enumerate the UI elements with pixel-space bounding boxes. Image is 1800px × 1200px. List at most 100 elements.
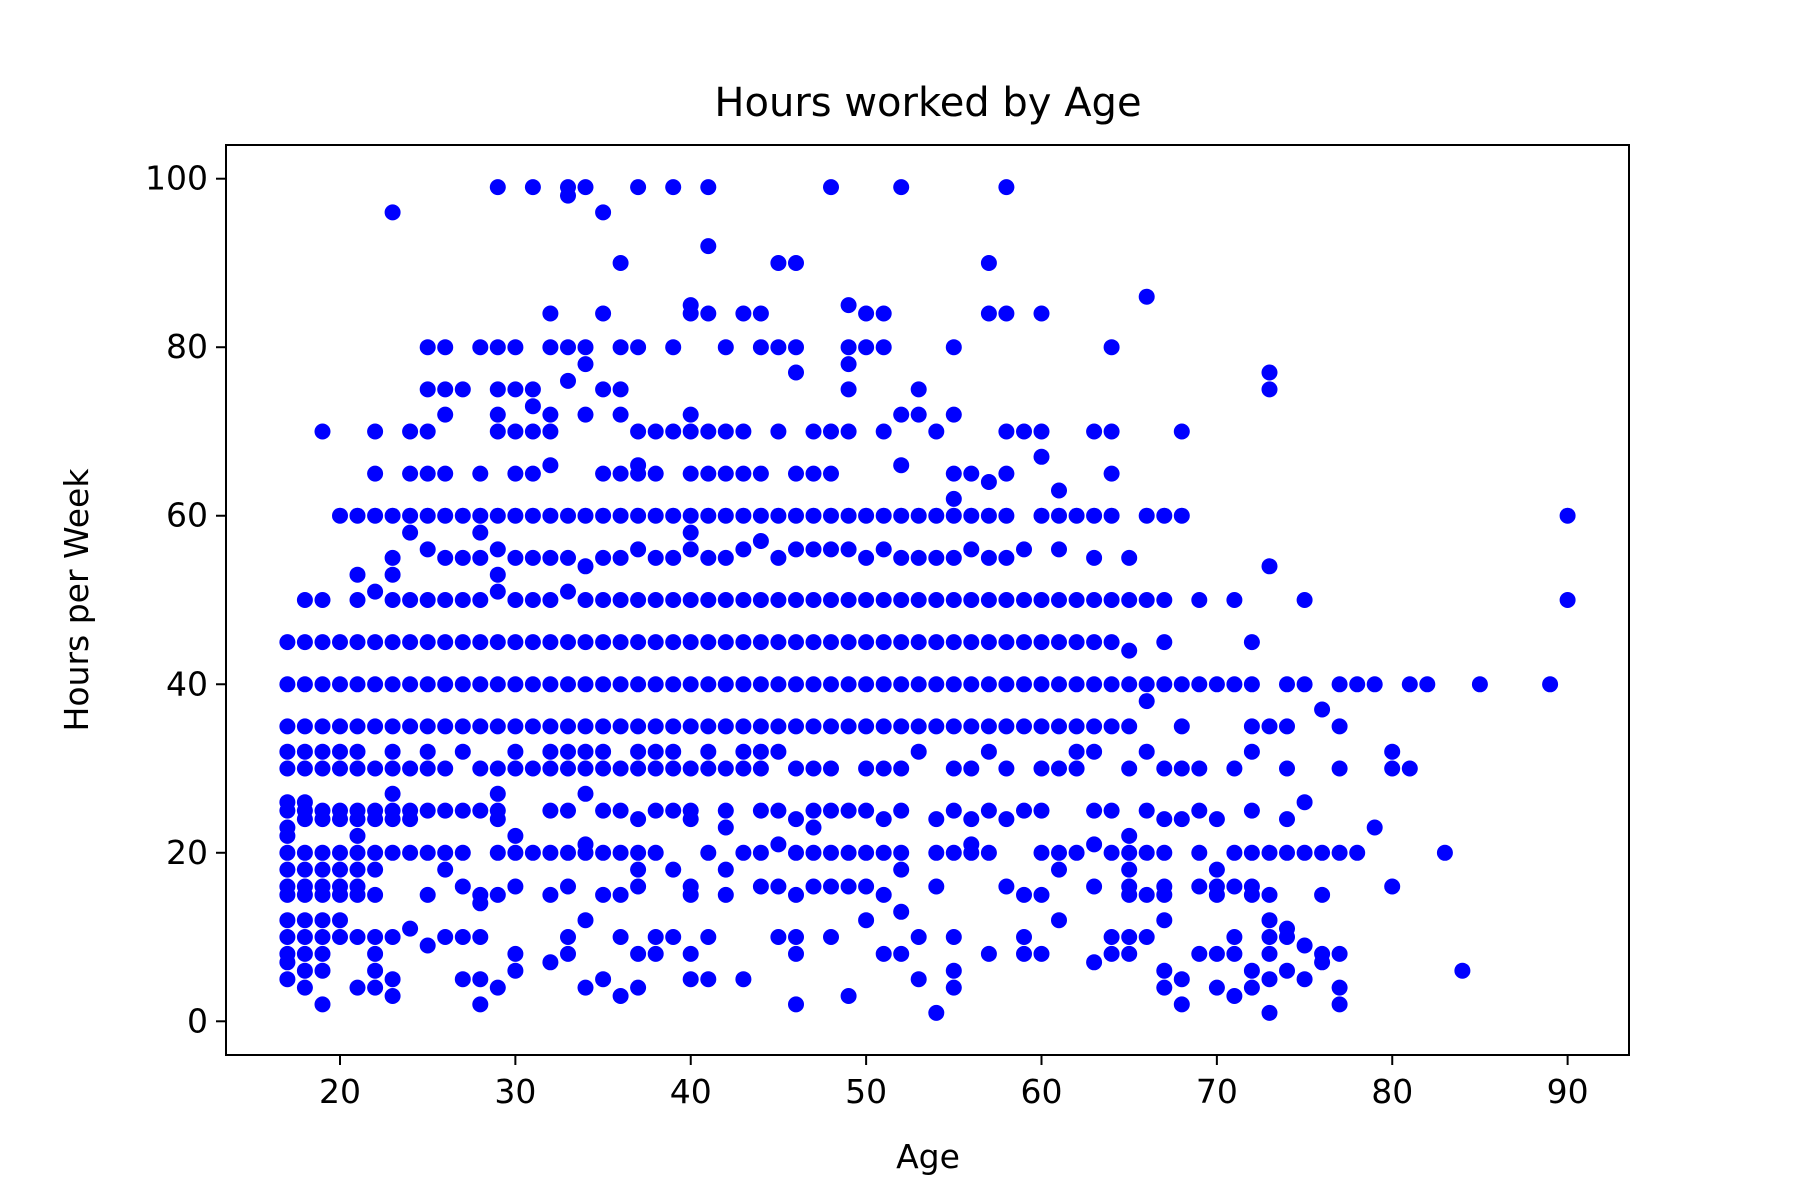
data-point: [402, 507, 419, 524]
data-point: [630, 861, 647, 878]
data-point: [560, 634, 576, 651]
data-point: [402, 465, 419, 482]
data-point: [367, 465, 384, 482]
data-point: [1016, 676, 1032, 693]
chart-title: Hours worked by Age: [714, 80, 1141, 126]
data-point: [1033, 634, 1050, 651]
data-point: [1033, 592, 1050, 608]
data-point: [612, 339, 629, 356]
data-point: [1103, 802, 1120, 819]
data-point: [612, 760, 629, 777]
data-point: [279, 886, 296, 903]
data-point: [1121, 549, 1138, 566]
data-point: [524, 179, 541, 196]
data-point: [507, 634, 524, 651]
data-point: [665, 179, 682, 196]
data-point: [314, 718, 331, 735]
data-point: [1016, 541, 1032, 558]
data-point: [384, 566, 401, 583]
data-point: [717, 549, 734, 566]
data-point: [1173, 423, 1190, 440]
data-point: [858, 592, 875, 608]
data-point: [945, 339, 962, 356]
data-point: [770, 878, 787, 895]
data-point: [560, 929, 576, 945]
data-point: [332, 760, 348, 777]
data-point: [279, 676, 296, 693]
data-point: [805, 507, 822, 524]
data-point: [489, 844, 506, 861]
data-point: [1121, 844, 1138, 861]
data-point: [1086, 743, 1103, 760]
data-point: [1103, 634, 1120, 651]
data-point: [928, 844, 945, 861]
data-point: [735, 592, 752, 608]
data-point: [788, 339, 804, 356]
data-point: [700, 465, 717, 482]
data-point: [858, 339, 875, 356]
data-point: [367, 676, 384, 693]
data-point: [700, 238, 717, 255]
data-point: [945, 929, 962, 945]
data-point: [717, 634, 734, 651]
data-point: [893, 676, 910, 693]
data-point: [367, 718, 384, 735]
data-point: [1331, 996, 1348, 1013]
data-point: [419, 718, 436, 735]
data-point: [595, 507, 612, 524]
data-point: [419, 760, 436, 777]
data-point: [542, 423, 559, 440]
data-point: [1033, 844, 1050, 861]
data-point: [700, 507, 717, 524]
data-point: [980, 305, 997, 322]
data-point: [963, 718, 980, 735]
data-point: [524, 423, 541, 440]
data-point: [823, 423, 839, 440]
data-point: [1261, 844, 1278, 861]
data-point: [472, 465, 489, 482]
data-point: [437, 861, 454, 878]
data-point: [1261, 929, 1278, 945]
data-point: [928, 1004, 945, 1021]
data-point: [840, 339, 857, 356]
data-point: [296, 676, 313, 693]
data-point: [384, 760, 401, 777]
data-point: [524, 398, 541, 415]
data-point: [945, 549, 962, 566]
data-point: [647, 676, 664, 693]
data-point: [367, 760, 384, 777]
data-point: [1103, 844, 1120, 861]
data-point: [384, 971, 401, 988]
data-point: [630, 592, 647, 608]
data-point: [858, 507, 875, 524]
data-point: [665, 861, 682, 878]
data-point: [647, 423, 664, 440]
data-point: [1033, 945, 1050, 962]
data-point: [472, 676, 489, 693]
data-point: [314, 929, 331, 945]
y-tick-label: 20: [166, 833, 208, 872]
data-point: [752, 878, 769, 895]
data-point: [630, 811, 647, 828]
data-point: [788, 886, 804, 903]
data-point: [1156, 676, 1173, 693]
data-point: [507, 507, 524, 524]
data-point: [1033, 305, 1050, 322]
data-point: [507, 549, 524, 566]
data-point: [840, 423, 857, 440]
data-point: [489, 583, 506, 600]
data-point: [788, 996, 804, 1013]
data-point: [1173, 507, 1190, 524]
data-point: [1051, 541, 1067, 558]
data-point: [314, 811, 331, 828]
data-point: [1103, 465, 1120, 482]
data-point: [296, 945, 313, 962]
data-point: [612, 255, 629, 271]
data-point: [296, 760, 313, 777]
data-point: [507, 878, 524, 895]
data-point: [840, 541, 857, 558]
data-point: [1261, 912, 1278, 929]
data-point: [437, 634, 454, 651]
data-point: [524, 465, 541, 482]
data-point: [998, 878, 1015, 895]
